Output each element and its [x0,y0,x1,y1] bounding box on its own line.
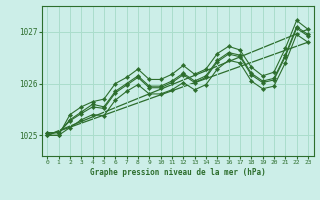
X-axis label: Graphe pression niveau de la mer (hPa): Graphe pression niveau de la mer (hPa) [90,168,266,177]
